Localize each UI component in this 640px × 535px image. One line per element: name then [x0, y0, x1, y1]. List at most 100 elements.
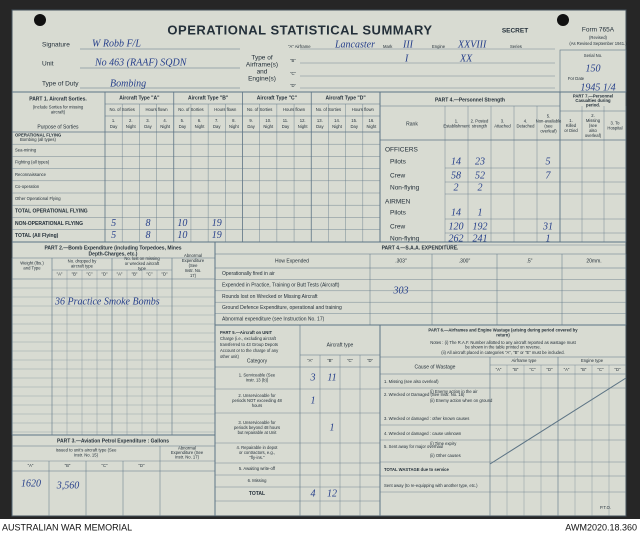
label: "B": [72, 272, 78, 277]
label: Type of Airframe(s) and Engine(s): [246, 54, 278, 82]
label: 3. Wrecked or damaged : other known caus…: [384, 416, 469, 421]
label: 3.: [146, 118, 150, 123]
label: "C": [530, 367, 537, 372]
label: "B": [327, 358, 333, 363]
label: Unit: [42, 61, 54, 68]
label: 2. Posted strength: [471, 119, 489, 129]
label: 1.: [112, 118, 116, 123]
label: PART 1. Aircraft Sorties.: [29, 96, 87, 102]
label: 262: [449, 233, 464, 244]
label: OFFICERS: [385, 147, 419, 154]
label: 8: [145, 230, 150, 241]
label: 7.: [215, 118, 219, 123]
label: Cause of Wastage: [415, 364, 456, 370]
label: 1: [330, 422, 335, 433]
label: 241: [473, 233, 488, 244]
label: 1: [546, 233, 551, 244]
label: 120: [449, 221, 464, 232]
label: 10: [177, 230, 187, 241]
label: Night: [229, 124, 240, 129]
label: 11: [327, 372, 336, 383]
label: For Date: [568, 76, 585, 81]
label: "C": [147, 272, 154, 277]
label: (ii) Enemy action when on ground: [430, 398, 493, 403]
label: Hours flown: [283, 107, 306, 112]
label: Night: [367, 124, 378, 129]
label: Charge (i.e., excluding aircraft: [220, 336, 277, 341]
label: No. of Sorties: [178, 107, 203, 112]
label: PART 5.—Aircraft on UNIT: [220, 330, 272, 335]
label: (Include Sorties for missing aircraft): [33, 105, 84, 115]
label: "D": [102, 272, 109, 277]
label: Form 765A: [582, 27, 615, 34]
label: 1. Missing (see also overleaf): [384, 379, 439, 384]
label: (As Revised September 1941.): [569, 41, 627, 46]
label: 23: [475, 156, 485, 167]
label: "D": [547, 367, 554, 372]
label: "C": [347, 358, 354, 363]
label: (Revised): [589, 35, 608, 40]
label: 1. Killed or Died: [564, 118, 578, 133]
label: P.T.O.: [600, 505, 611, 510]
label: Mark: [383, 44, 393, 49]
label: Crew: [390, 173, 405, 180]
label: How Expended: [275, 258, 309, 264]
label: 11.: [283, 118, 289, 123]
label: Airframe type: [512, 358, 538, 363]
label: 4: [311, 488, 316, 499]
label: W Robb F/L: [92, 38, 141, 49]
label: Night: [298, 124, 309, 129]
label: Other Operational Flying: [15, 196, 61, 201]
label: Ground Defence Expenditure, operational …: [222, 305, 342, 311]
label: 14.: [334, 118, 340, 123]
label: 20mm.: [586, 258, 601, 264]
label: Day: [110, 124, 118, 129]
label: PART 4.—S.A.A. EXPENDITURE.: [382, 245, 459, 251]
label: 10: [177, 218, 187, 229]
label: "A": [28, 463, 34, 468]
label: 2. Unserviceable for periods NOT exceedin…: [232, 393, 282, 408]
label: III: [402, 39, 414, 50]
label: 3: [310, 372, 316, 383]
label: Abnormal Expenditure (See Instr. No. 17): [182, 253, 205, 278]
label: Day: [144, 124, 152, 129]
label: PART 4.—Personnel Strength: [435, 97, 505, 103]
label: "B": [65, 463, 71, 468]
strike-line: [489, 377, 627, 465]
label: "C": [102, 463, 109, 468]
label: Day: [179, 124, 187, 129]
label: Expended in Practice, Training or Butt T…: [222, 282, 340, 288]
label: 5: [111, 218, 116, 229]
label: PART 3.—Aviation Petrol Expenditure : Ga…: [57, 438, 169, 444]
label: 31: [542, 221, 553, 232]
label: No. of Sorties: [110, 107, 135, 112]
label: Category: [247, 358, 268, 364]
label: Crew: [390, 224, 405, 231]
label: TOTAL: [249, 491, 265, 497]
label: Aircraft Type "A": [119, 95, 160, 101]
label: Sent away (to re-equipping with another …: [384, 483, 478, 488]
label: Rank: [406, 121, 418, 127]
label: 12.: [300, 118, 306, 123]
label: Hours flown: [352, 107, 375, 112]
label: (i) Enemy action in the air: [430, 389, 478, 394]
label: "D": [367, 358, 374, 363]
label: 303: [393, 285, 409, 296]
label: 4. Detached: [517, 119, 536, 129]
label: 9.: [249, 118, 253, 123]
label: "A": [117, 272, 123, 277]
label: No. of Sorties: [247, 107, 272, 112]
label: 3,560: [56, 480, 80, 491]
label: 19: [212, 218, 222, 229]
label: 2: [478, 182, 483, 193]
paper: [11, 9, 627, 517]
label: 52: [475, 170, 485, 181]
label: PART 6.—Airframes and Engine Wastage (ar…: [428, 328, 578, 338]
label: 1: [311, 395, 316, 406]
label: Hours flown: [146, 107, 169, 112]
label: 36 Practice Smoke Bombs: [54, 296, 160, 307]
label: 3. To Hospital: [607, 121, 622, 131]
label: Purpose of Sorties: [37, 124, 79, 130]
label: No. of Sorties: [316, 107, 341, 112]
label: .303": [395, 258, 407, 264]
